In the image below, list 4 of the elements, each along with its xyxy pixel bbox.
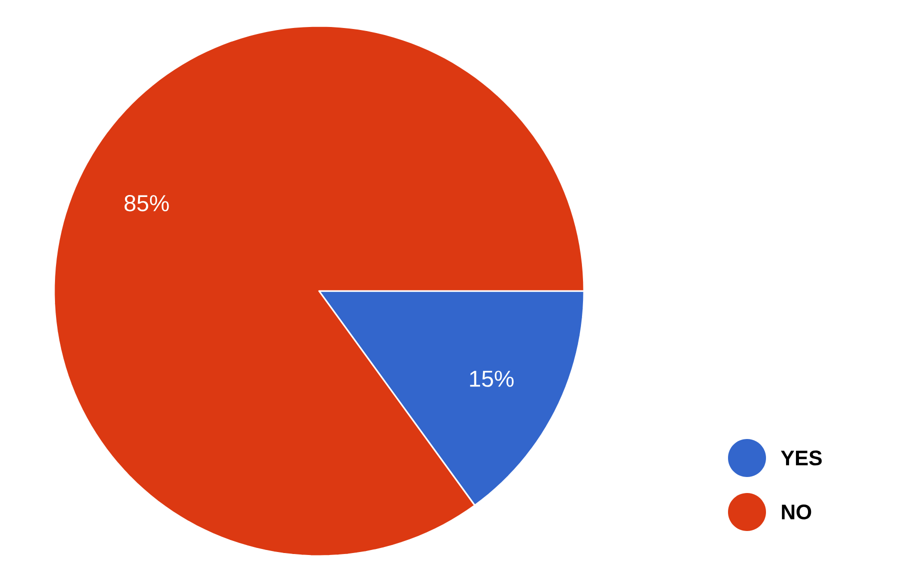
data-label: 85% xyxy=(124,195,169,212)
legend-label: NO xyxy=(782,504,812,520)
data-label: 15% xyxy=(470,370,514,387)
legend-label: YES xyxy=(780,450,822,466)
